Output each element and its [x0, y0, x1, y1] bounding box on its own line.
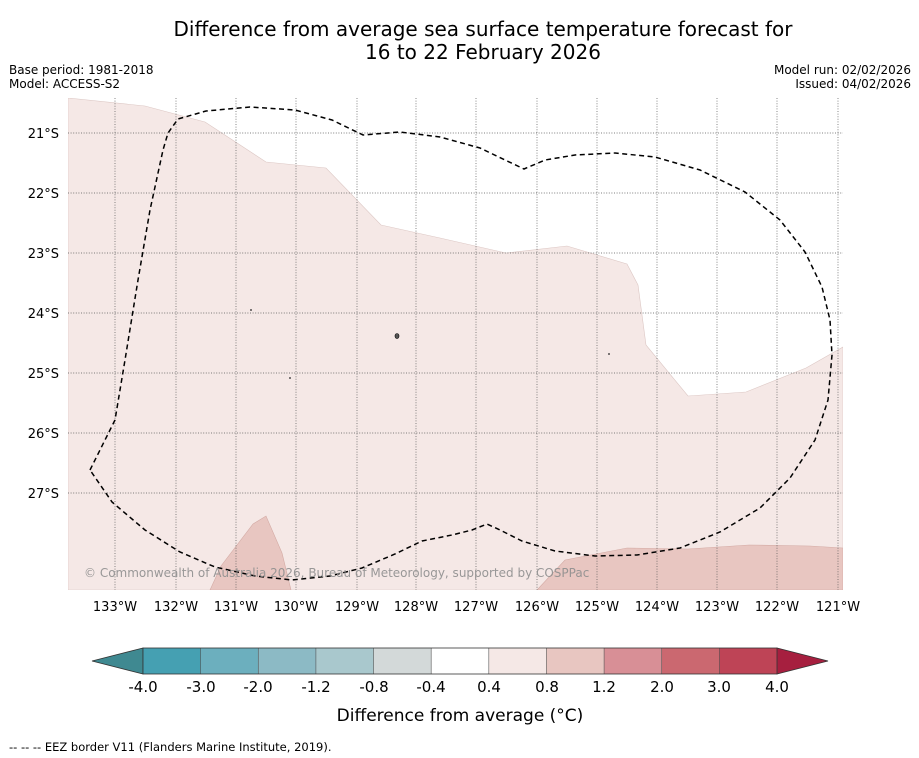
anomaly-region-0.4-0.8	[68, 98, 843, 590]
lat-labels: 21°S 22°S 23°S 24°S 25°S 26°S 27°S	[28, 127, 59, 502]
lon-label: 126°W	[515, 600, 559, 615]
lon-label: 122°W	[755, 600, 799, 615]
issued-date: Issued: 04/02/2026	[795, 77, 911, 91]
lon-label: 121°W	[816, 600, 860, 615]
colorbar-frame	[142, 647, 778, 675]
colorbar-bin	[373, 648, 432, 674]
colorbar-bin	[604, 648, 663, 674]
colorbar-label: 4.0	[765, 678, 789, 696]
base-period: Base period: 1981-2018	[9, 63, 154, 77]
eez-legend-footer: -- -- -- EEZ border V11 (Flanders Marine…	[9, 740, 332, 754]
lat-label: 22°S	[28, 187, 59, 202]
lon-label: 128°W	[394, 600, 438, 615]
lon-label: 127°W	[454, 600, 498, 615]
lon-label: 133°W	[93, 600, 137, 615]
colorbar-bin	[546, 648, 605, 674]
colorbar-bin	[143, 648, 201, 674]
map-area: © Commonwealth of Australia 2026, Bureau…	[68, 98, 843, 590]
colorbar-bins	[143, 648, 778, 674]
meta-left: Base period: 1981-2018 Model: ACCESS-S2	[9, 63, 154, 91]
colorbar-bin	[488, 648, 547, 674]
colorbar-bin	[200, 648, 259, 674]
colorbar-bin	[661, 648, 720, 674]
colorbar-bin	[431, 648, 490, 674]
title-line-2: 16 to 22 February 2026	[365, 40, 601, 64]
colorbar-over-arrow	[776, 647, 829, 675]
lat-label: 23°S	[28, 247, 59, 262]
colorbar-bin	[258, 648, 317, 674]
lon-label: 132°W	[154, 600, 198, 615]
map-figure: © Commonwealth of Australia 2026, Bureau…	[28, 98, 860, 726]
map-title: Difference from average sea surface temp…	[0, 18, 919, 64]
island	[394, 333, 400, 339]
colorbar-bin	[719, 648, 778, 674]
colorbar-label: -2.0	[243, 678, 272, 696]
lat-label: 21°S	[28, 127, 59, 142]
colorbar-labels: -4.0 -3.0 -2.0 -1.2 -0.8 -0.4 0.4 0.8 1.…	[128, 678, 789, 696]
model-run-date: Model run: 02/02/2026	[773, 63, 911, 77]
lat-label: 25°S	[28, 367, 59, 382]
island	[250, 309, 252, 311]
title-line-1: Difference from average sea surface temp…	[173, 17, 793, 41]
lon-label: 125°W	[575, 600, 619, 615]
colorbar-label: 0.8	[535, 678, 559, 696]
colorbar-label: 0.4	[477, 678, 501, 696]
island	[608, 353, 610, 355]
colorbar-label: 3.0	[707, 678, 731, 696]
anomaly-region-0.8-1.2-west	[209, 515, 292, 590]
colorbar-label: -0.8	[359, 678, 388, 696]
lat-label: 24°S	[28, 307, 59, 322]
lon-label: 129°W	[335, 600, 379, 615]
island	[289, 377, 291, 379]
lon-label: 131°W	[214, 600, 258, 615]
colorbar-label: -3.0	[186, 678, 215, 696]
lon-label: 123°W	[695, 600, 739, 615]
colorbar-label: -1.2	[301, 678, 330, 696]
colorbar-label: -0.4	[416, 678, 445, 696]
grid-lines	[68, 98, 843, 590]
colorbar-title: Difference from average (°C)	[337, 706, 584, 726]
meta-right: Model run: 02/02/2026 Issued: 04/02/2026	[774, 63, 911, 91]
lat-label: 27°S	[28, 487, 59, 502]
lat-label: 26°S	[28, 427, 59, 442]
colorbar: -4.0 -3.0 -2.0 -1.2 -0.8 -0.4 0.4 0.8 1.…	[91, 647, 829, 726]
copyright-text: © Commonwealth of Australia 2026, Bureau…	[84, 566, 589, 580]
colorbar-label: -4.0	[128, 678, 157, 696]
colorbar-label: 1.2	[592, 678, 616, 696]
lon-label: 130°W	[274, 600, 318, 615]
colorbar-label: 2.0	[650, 678, 674, 696]
colorbar-under-arrow	[91, 647, 144, 675]
lon-labels: 133°W 132°W 131°W 130°W 129°W 128°W 127°…	[93, 600, 860, 615]
lon-label: 124°W	[635, 600, 679, 615]
colorbar-bin	[315, 648, 374, 674]
model-name: Model: ACCESS-S2	[9, 77, 121, 91]
